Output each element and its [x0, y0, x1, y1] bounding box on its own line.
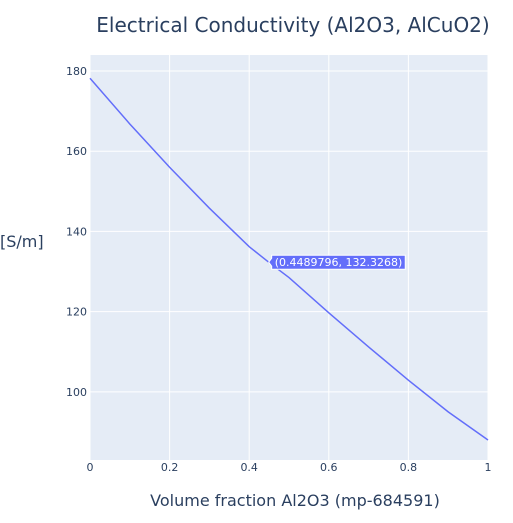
- x-tick-label: 0.4: [240, 461, 258, 474]
- x-axis-ticks: 0 0.2 0.4 0.6 0.8 1: [87, 461, 492, 474]
- y-axis-title: [S/m]: [0, 232, 44, 251]
- x-tick-label: 0.6: [320, 461, 338, 474]
- series-line: [89, 77, 489, 441]
- y-tick-label: 140: [66, 225, 87, 238]
- x-axis-title: Volume fraction Al2O3 (mp-684591): [150, 491, 440, 510]
- hover-text: (0.4489796, 132.3268): [275, 256, 403, 269]
- x-tick-label: 0.8: [400, 461, 418, 474]
- y-tick-label: 100: [66, 386, 87, 399]
- chart-title: Electrical Conductivity (Al2O3, AlCuO2): [96, 13, 489, 37]
- hover-box: [268, 254, 406, 270]
- grid: [89, 55, 489, 460]
- y-tick-label: 160: [66, 145, 87, 158]
- y-axis-ticks: 100 120 140 160 180: [66, 65, 87, 399]
- hover-label: (0.4489796, 132.3268): [268, 254, 406, 270]
- x-tick-label: 0.2: [161, 461, 179, 474]
- x-tick-label: 1: [485, 461, 492, 474]
- y-tick-label: 180: [66, 65, 87, 78]
- y-tick-label: 120: [66, 306, 87, 319]
- x-tick-label: 0: [87, 461, 94, 474]
